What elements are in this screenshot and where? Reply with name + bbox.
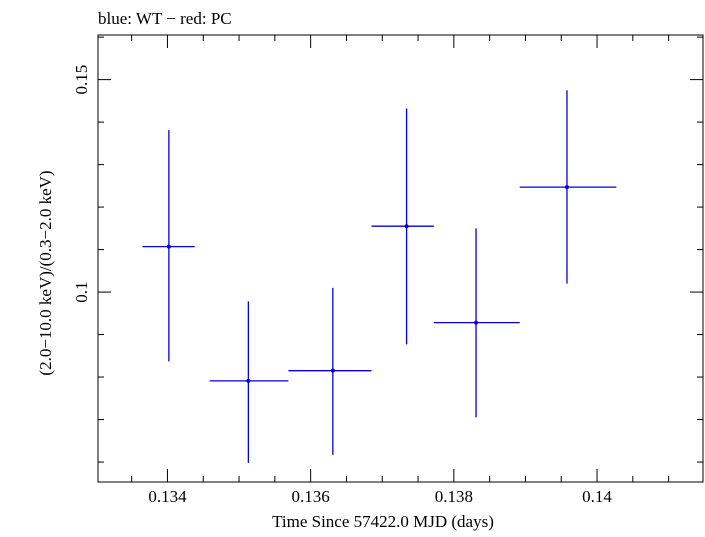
data-marks [142, 90, 617, 463]
y-tick-label: 0.1 [72, 281, 91, 302]
data-marker [246, 378, 251, 383]
x-tick-label: 0.14 [582, 487, 612, 506]
data-point [288, 287, 372, 455]
data-point [433, 228, 520, 418]
plot-frame [97, 34, 704, 483]
x-tick-label: 0.134 [148, 487, 187, 506]
data-marker [564, 185, 569, 190]
data-marker [330, 368, 335, 373]
data-point [371, 108, 434, 345]
x-tick-label: 0.136 [292, 487, 330, 506]
chart-title: blue: WT − red: PC [98, 9, 232, 28]
x-axis-label: Time Since 57422.0 MJD (days) [272, 512, 494, 531]
data-marker [474, 320, 479, 325]
data-marker [166, 244, 171, 249]
y-axis-label: (2.0−10.0 keV)/(0.3−2.0 keV) [36, 170, 55, 375]
data-point [142, 130, 195, 362]
x-tick-label: 0.138 [435, 487, 473, 506]
data-point [209, 301, 289, 463]
data-marker [404, 224, 409, 229]
y-tick-label: 0.15 [72, 65, 91, 95]
data-point [519, 90, 617, 284]
y-axis-tick-labels: 0.1 0.15 [72, 65, 91, 303]
x-axis-ticks [131, 35, 670, 482]
x-axis-tick-labels: 0.134 0.136 0.138 0.14 [148, 487, 612, 506]
y-axis-ticks [98, 36, 703, 463]
